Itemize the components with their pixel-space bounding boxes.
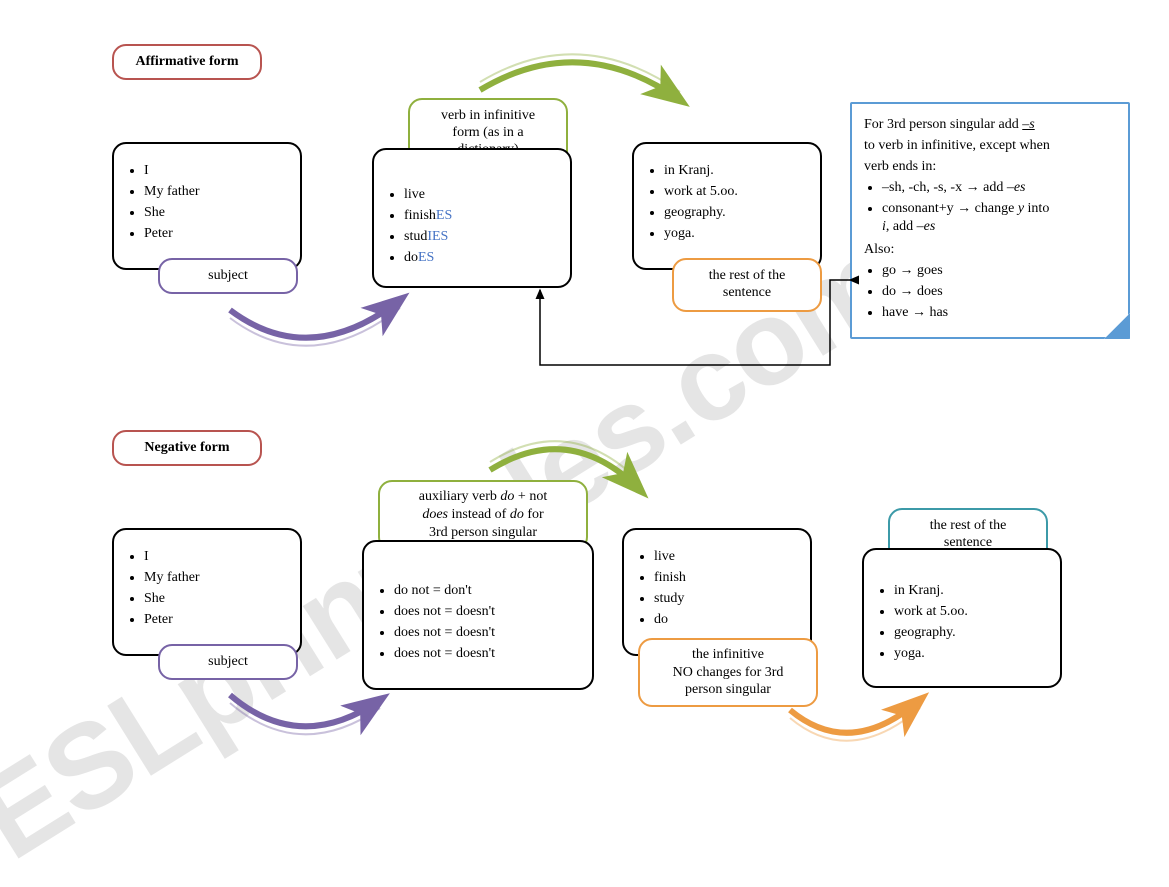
list-item: have → has (882, 304, 1116, 323)
list-item: does not = doesn't (394, 624, 580, 643)
list-item: work at 5.oo. (664, 183, 808, 202)
list-item: studIES (404, 228, 558, 247)
info-sublist: –sh, -ch, -s, -x → add –es consonant+y →… (864, 179, 1116, 238)
label-text: do (500, 489, 514, 504)
negative-subject-box: I My father She Peter (112, 528, 302, 656)
list-item: I (144, 548, 288, 567)
label-text: + not (514, 489, 547, 504)
list-item: I (144, 162, 288, 181)
info-line: to verb in infinitive, except when (864, 137, 1116, 156)
list-item: does not = doesn't (394, 603, 580, 622)
list-item: do (654, 611, 798, 630)
list-item: geography. (664, 204, 808, 223)
affirmative-rest-list: in Kranj. work at 5.oo. geography. yoga. (648, 162, 808, 244)
list-item: work at 5.oo. (894, 603, 1048, 622)
list-item: does not = doesn't (394, 645, 580, 664)
list-item: finishES (404, 207, 558, 226)
list-item: geography. (894, 624, 1048, 643)
list-item: study (654, 590, 798, 609)
list-item: Peter (144, 225, 288, 244)
affirmative-verb-list: live finishES studIES doES (388, 186, 558, 268)
affirmative-rest-box: in Kranj. work at 5.oo. geography. yoga. (632, 142, 822, 270)
info-line: For 3rd person singular add –s (864, 116, 1116, 135)
list-item: She (144, 590, 288, 609)
negative-title: Negative form (112, 430, 262, 466)
label-text: instead of (448, 507, 510, 522)
arrow-subject-to-verb (230, 300, 400, 338)
label-text: form (as in a (452, 125, 523, 140)
affirmative-rest-label: the rest of the sentence (672, 258, 822, 312)
info-box: For 3rd person singular add –s to verb i… (850, 102, 1130, 339)
arrow-verb-to-rest (480, 62, 680, 100)
list-item: go → goes (882, 262, 1116, 281)
list-item: finish (654, 569, 798, 588)
label-text: NO changes for 3rd (673, 665, 784, 680)
list-item: My father (144, 569, 288, 588)
list-item: do → does (882, 283, 1116, 302)
list-item: yoga. (894, 645, 1048, 664)
label-text: the rest of the (709, 268, 786, 283)
affirmative-subject-box: I My father She Peter (112, 142, 302, 270)
list-item: My father (144, 183, 288, 202)
negative-rest-list: in Kranj. work at 5.oo. geography. yoga. (878, 582, 1048, 664)
info-line: Also: (864, 241, 1116, 260)
label-text: do (510, 507, 524, 522)
list-item: yoga. (664, 225, 808, 244)
list-item: She (144, 204, 288, 223)
affirmative-subject-label: subject (158, 258, 298, 294)
affirmative-subject-list: I My father She Peter (128, 162, 288, 244)
label-text: 3rd person singular (429, 525, 537, 540)
negative-infinitive-label: the infinitive NO changes for 3rd person… (638, 638, 818, 707)
negative-aux-box: do not = don't does not = doesn't does n… (362, 540, 594, 690)
list-item: doES (404, 249, 558, 268)
label-text: auxiliary verb (419, 489, 501, 504)
label-text: verb in infinitive (441, 108, 535, 123)
list-item: live (654, 548, 798, 567)
label-text: the rest of the (930, 518, 1007, 533)
list-item: live (404, 186, 558, 205)
label-text: does (422, 507, 448, 522)
negative-subject-list: I My father She Peter (128, 548, 288, 630)
label-text: the infinitive (692, 647, 764, 662)
affirmative-verb-box: live finishES studIES doES (372, 148, 572, 288)
list-item: in Kranj. (894, 582, 1048, 601)
list-item: –sh, -ch, -s, -x → add –es (882, 179, 1116, 198)
label-text: person singular (685, 682, 771, 697)
negative-rest-box: in Kranj. work at 5.oo. geography. yoga. (862, 548, 1062, 688)
negative-infinitive-list: live finish study do (638, 548, 798, 630)
affirmative-title: Affirmative form (112, 44, 262, 80)
label-text: sentence (723, 285, 771, 300)
label-text: for (524, 507, 544, 522)
negative-aux-list: do not = don't does not = doesn't does n… (378, 582, 580, 664)
negative-subject-label: subject (158, 644, 298, 680)
negative-infinitive-box: live finish study do (622, 528, 812, 656)
list-item: do not = don't (394, 582, 580, 601)
list-item: consonant+y → change y intoi, add –es (882, 200, 1116, 238)
info-line: verb ends in: (864, 158, 1116, 177)
list-item: in Kranj. (664, 162, 808, 181)
info-also-list: go → goes do → does have → has (864, 262, 1116, 323)
list-item: Peter (144, 611, 288, 630)
